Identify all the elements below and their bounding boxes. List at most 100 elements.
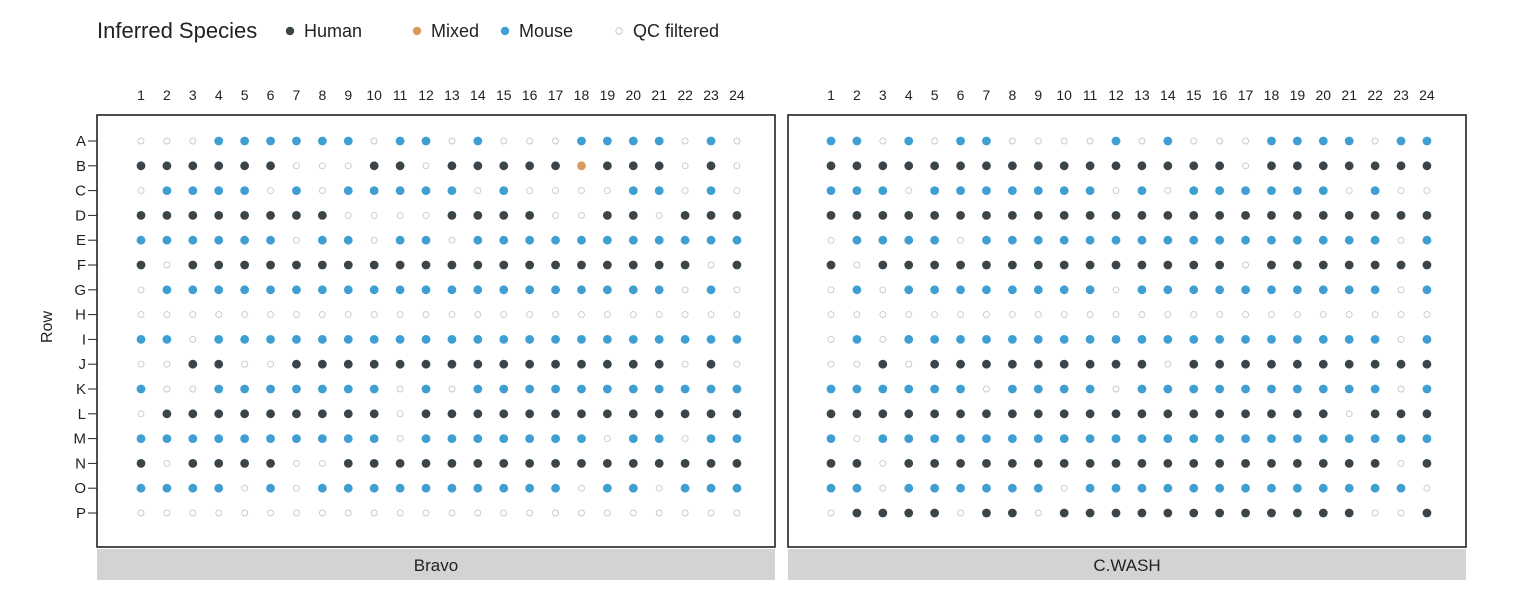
well-point xyxy=(552,211,560,219)
well-point xyxy=(654,136,664,146)
well-point xyxy=(1137,384,1147,394)
well-point xyxy=(982,335,991,344)
row-tick-label: B xyxy=(76,158,86,175)
well-point xyxy=(1060,137,1068,145)
well-point xyxy=(214,285,224,295)
well-point xyxy=(904,508,914,518)
facet-strip-label: C.WASH xyxy=(1093,556,1160,575)
legend-label-human: Human xyxy=(304,21,362,41)
well-point xyxy=(551,434,560,443)
well-point xyxy=(1137,459,1147,468)
row-tick-label: N xyxy=(75,455,86,472)
well-point xyxy=(369,260,379,270)
well-point xyxy=(930,483,940,493)
well-point xyxy=(266,136,275,146)
well-point xyxy=(1215,186,1225,196)
well-point xyxy=(1137,409,1147,419)
row-tick-label: M xyxy=(74,431,87,448)
well-point xyxy=(317,211,327,220)
well-point xyxy=(473,235,483,245)
well-point xyxy=(1033,335,1043,344)
well-point xyxy=(241,509,249,517)
well-point xyxy=(628,186,638,196)
well-point xyxy=(1007,235,1017,245)
well-point xyxy=(1164,360,1172,368)
well-point xyxy=(1034,509,1042,517)
well-point xyxy=(266,260,275,270)
well-point xyxy=(681,137,689,145)
column-tick-label: 1 xyxy=(137,87,145,103)
column-tick-label: 20 xyxy=(1316,87,1332,103)
well-point xyxy=(1189,211,1199,220)
well-point xyxy=(1292,211,1302,220)
well-point xyxy=(163,137,171,145)
well-point xyxy=(370,211,378,219)
row-tick-label: A xyxy=(76,133,86,150)
well-point xyxy=(1318,260,1328,270)
well-point xyxy=(266,285,275,295)
well-point xyxy=(852,409,862,419)
well-point xyxy=(983,311,990,319)
well-point xyxy=(904,335,914,344)
well-point xyxy=(240,384,250,394)
well-point xyxy=(1292,359,1302,369)
well-point xyxy=(267,187,274,195)
well-point xyxy=(1292,508,1302,518)
well-point xyxy=(137,509,145,517)
well-point xyxy=(852,186,862,196)
well-point xyxy=(137,360,145,368)
well-point xyxy=(878,508,888,518)
column-tick-label: 6 xyxy=(957,87,965,103)
well-point xyxy=(1190,137,1198,145)
well-point xyxy=(577,384,586,394)
well-point xyxy=(930,409,940,419)
well-point xyxy=(240,211,250,220)
well-point xyxy=(137,187,145,195)
well-point xyxy=(240,434,250,443)
well-point xyxy=(163,385,171,393)
well-point xyxy=(499,359,509,369)
well-point xyxy=(853,435,861,443)
well-point xyxy=(1085,384,1095,394)
well-point xyxy=(680,211,690,220)
well-point xyxy=(552,137,560,145)
well-point xyxy=(628,235,638,245)
well-point xyxy=(1163,136,1173,146)
well-point xyxy=(1344,136,1354,146)
column-tick-label: 16 xyxy=(522,87,538,103)
well-point xyxy=(343,260,353,270)
well-point xyxy=(214,359,224,369)
well-point xyxy=(1033,483,1043,493)
row-tick-label: F xyxy=(77,257,86,274)
well-point xyxy=(904,409,914,419)
well-point xyxy=(930,335,940,344)
well-point xyxy=(447,211,457,220)
well-point xyxy=(1007,285,1017,295)
well-point xyxy=(499,434,509,443)
well-point xyxy=(1344,285,1354,295)
well-point xyxy=(577,434,586,443)
column-tick-label: 14 xyxy=(470,87,486,103)
well-point xyxy=(733,187,741,195)
row-tick-label: K xyxy=(76,381,86,398)
well-point xyxy=(1344,161,1354,171)
well-point xyxy=(1216,137,1224,145)
well-point xyxy=(551,335,560,344)
well-point xyxy=(1033,211,1043,220)
well-point xyxy=(577,285,586,295)
well-point xyxy=(733,509,741,517)
well-point xyxy=(214,335,224,344)
well-point xyxy=(421,359,431,369)
well-point xyxy=(499,384,509,394)
legend-title: Inferred Species xyxy=(97,18,257,43)
well-point xyxy=(369,335,379,344)
well-point xyxy=(680,483,690,493)
well-point xyxy=(1371,137,1379,145)
well-point xyxy=(654,285,664,295)
well-point xyxy=(1033,260,1043,270)
well-point xyxy=(1111,434,1121,443)
well-point xyxy=(552,509,560,517)
well-point xyxy=(602,335,612,344)
well-point xyxy=(214,136,224,146)
well-point xyxy=(1397,236,1405,244)
